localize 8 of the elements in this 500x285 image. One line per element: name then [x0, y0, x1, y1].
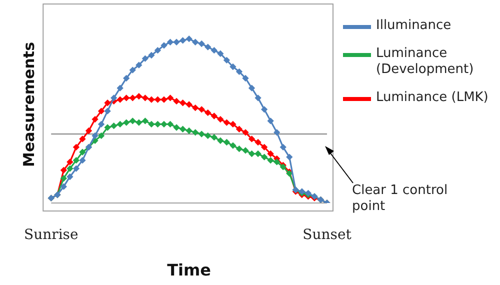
legend-label: Luminance (Development) [376, 46, 475, 78]
y-axis-title: Measurements [20, 42, 38, 167]
legend-label: Luminance (LMK) [376, 90, 490, 106]
x-axis-title: Time [167, 260, 212, 280]
legend-label: Illuminance [376, 18, 452, 34]
x-tick-label: Sunset [302, 227, 352, 244]
text: Clear 1 control point [352, 183, 449, 215]
x-tick-label: Sunrise [24, 227, 78, 244]
